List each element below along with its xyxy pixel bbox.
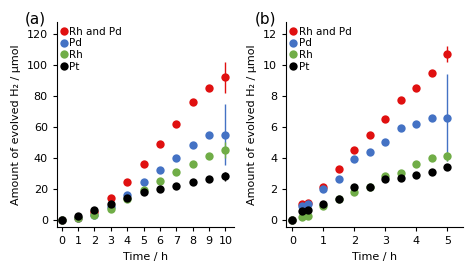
Y-axis label: Amount of evolved H₂ / μmol: Amount of evolved H₂ / μmol — [11, 44, 21, 205]
Text: (a): (a) — [25, 11, 46, 26]
Legend: Rh and Pd, Pd, Rh, Pt: Rh and Pd, Pd, Rh, Pt — [289, 25, 354, 74]
Y-axis label: Amount of evolved H₂ / μmol: Amount of evolved H₂ / μmol — [247, 44, 257, 205]
X-axis label: Time / h: Time / h — [123, 252, 168, 262]
Legend: Rh and Pd, Pd, Rh, Pt: Rh and Pd, Pd, Rh, Pt — [60, 25, 124, 74]
Text: (b): (b) — [255, 11, 276, 26]
X-axis label: Time / h: Time / h — [352, 252, 397, 262]
